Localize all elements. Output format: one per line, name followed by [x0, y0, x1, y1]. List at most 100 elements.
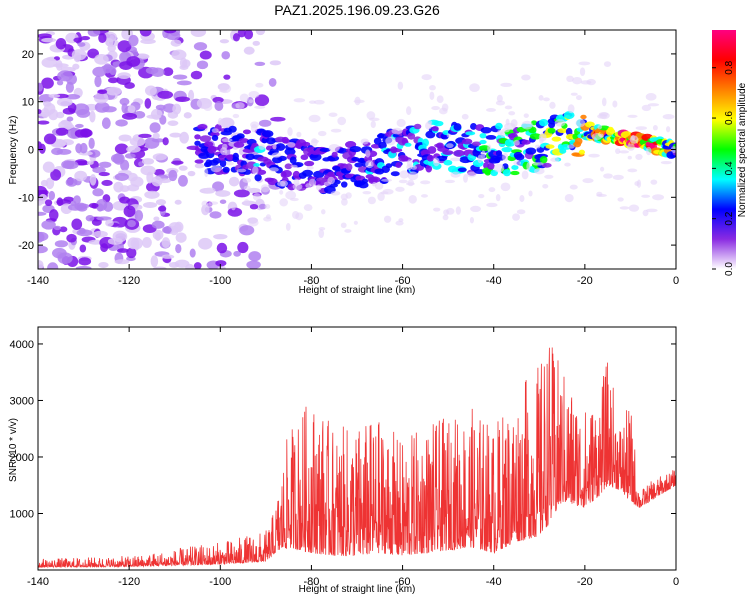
- y-tick-label: 10: [22, 97, 34, 109]
- heatmap-cell: [360, 138, 370, 145]
- heatmap-cell: [141, 158, 155, 165]
- heatmap-cell: [114, 143, 129, 155]
- heatmap-cell: [117, 40, 132, 53]
- heatmap-cell: [309, 153, 322, 161]
- heatmap-cell: [237, 241, 249, 254]
- heatmap-cell: [567, 144, 575, 149]
- spectrogram-y-axis-label: Frequency (Hz): [8, 116, 19, 185]
- heatmap-cell: [510, 170, 520, 176]
- heatmap-cell: [526, 162, 531, 171]
- heatmap-cell: [96, 198, 108, 211]
- heatmap-cell: [57, 70, 73, 82]
- heatmap-cell: [650, 179, 658, 185]
- heatmap-cell: [261, 130, 274, 138]
- heatmap-cell: [244, 30, 254, 40]
- heatmap-cell: [73, 195, 81, 205]
- heatmap-cell: [151, 176, 163, 187]
- heatmap-cell: [615, 148, 621, 155]
- heatmap-cell: [177, 174, 188, 187]
- heatmap-cell: [521, 170, 529, 180]
- heatmap-cell: [341, 198, 348, 206]
- y-tick-label: -10: [18, 192, 34, 204]
- spectrogram-heatmap: [38, 30, 676, 269]
- heatmap-cell: [194, 159, 204, 164]
- heatmap-cell: [512, 213, 520, 221]
- heatmap-cell: [176, 80, 192, 86]
- heatmap-cell: [171, 160, 184, 165]
- heatmap-cell: [56, 97, 73, 107]
- heatmap-cell: [226, 161, 234, 166]
- heatmap-cell: [194, 134, 201, 140]
- heatmap-cell: [77, 42, 86, 47]
- heatmap-cell: [630, 134, 636, 141]
- heatmap-cell: [198, 237, 213, 250]
- heatmap-cell: [207, 145, 217, 154]
- heatmap-cell: [487, 162, 495, 170]
- heatmap-cell: [59, 226, 68, 233]
- heatmap-cell: [407, 179, 415, 187]
- heatmap-cell: [254, 61, 266, 66]
- heatmap-cell: [217, 265, 226, 269]
- x-tick-label: -120: [118, 275, 140, 287]
- heatmap-cell: [487, 144, 492, 153]
- heatmap-cell: [211, 128, 219, 134]
- heatmap-cell: [162, 137, 169, 146]
- heatmap-cell: [500, 182, 511, 192]
- heatmap-cell: [56, 148, 72, 155]
- heatmap-cell: [502, 128, 510, 133]
- heatmap-cell: [188, 89, 195, 102]
- heatmap-cell: [79, 244, 87, 253]
- heatmap-cell: [269, 60, 282, 66]
- heatmap-cell: [175, 232, 187, 243]
- heatmap-cell: [142, 202, 158, 208]
- heatmap-cell: [461, 113, 469, 120]
- heatmap-cell: [505, 118, 510, 126]
- heatmap-cell: [502, 152, 509, 162]
- heatmap-cell: [92, 230, 108, 238]
- heatmap-cell: [222, 166, 230, 173]
- heatmap-cell: [66, 233, 77, 243]
- heatmap-cell: [422, 138, 429, 147]
- heatmap-cell: [58, 120, 73, 131]
- heatmap-cell: [245, 153, 255, 161]
- heatmap-cell: [569, 184, 578, 190]
- y-tick-label: 0: [28, 145, 34, 157]
- heatmap-cell: [94, 54, 109, 65]
- heatmap-cell: [71, 218, 83, 230]
- heatmap-cell: [495, 100, 506, 106]
- heatmap-cell: [477, 154, 483, 164]
- heatmap-cell: [272, 143, 277, 150]
- heatmap-cell: [212, 157, 221, 164]
- heatmap-cell: [48, 190, 56, 201]
- heatmap-cell: [500, 82, 513, 88]
- heatmap-cell: [665, 126, 671, 133]
- heatmap-cell: [420, 180, 431, 185]
- heatmap-cell: [174, 259, 190, 268]
- heatmap-cell: [93, 92, 109, 104]
- heatmap-cell: [516, 209, 526, 215]
- heatmap-cell: [246, 187, 261, 194]
- heatmap-cell: [139, 30, 152, 37]
- heatmap-cell: [508, 111, 516, 116]
- heatmap-cell: [204, 187, 216, 194]
- heatmap-cell: [38, 109, 42, 115]
- heatmap-cell: [255, 30, 266, 36]
- x-tick-label: -80: [303, 275, 319, 287]
- heatmap-cell: [42, 101, 52, 107]
- heatmap-cell: [126, 247, 137, 259]
- heatmap-cell: [55, 37, 67, 50]
- x-tick-label: 0: [673, 576, 679, 588]
- heatmap-cell: [525, 147, 537, 155]
- heatmap-cell: [204, 141, 214, 148]
- heatmap-cell: [641, 104, 652, 112]
- heatmap-cell: [219, 84, 232, 94]
- heatmap-cell: [528, 190, 533, 197]
- heatmap-cell: [94, 101, 110, 113]
- heatmap-cell: [301, 141, 311, 147]
- heatmap-cell: [284, 163, 293, 170]
- heatmap-cell: [55, 127, 69, 136]
- heatmap-cell: [47, 262, 59, 269]
- heatmap-cell: [127, 105, 136, 113]
- heatmap-cell: [444, 179, 456, 184]
- heatmap-cell: [465, 131, 476, 136]
